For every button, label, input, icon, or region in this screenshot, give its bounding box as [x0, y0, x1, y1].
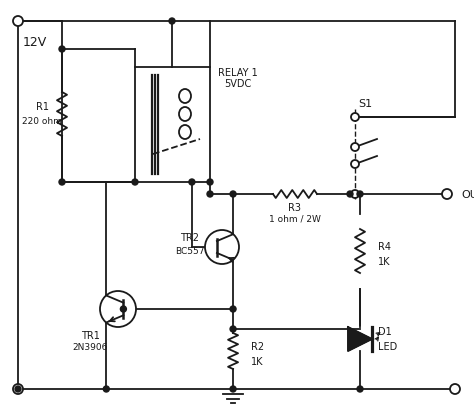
Circle shape: [207, 192, 213, 197]
Circle shape: [230, 192, 236, 197]
Circle shape: [351, 114, 359, 122]
Circle shape: [351, 144, 359, 152]
Circle shape: [230, 386, 236, 392]
Text: R1: R1: [36, 102, 48, 112]
Text: +: +: [13, 17, 23, 27]
Text: RELAY 1: RELAY 1: [218, 68, 258, 78]
Text: 1 ohm / 2W: 1 ohm / 2W: [269, 214, 321, 223]
Text: D1: D1: [378, 326, 392, 336]
Text: LED: LED: [378, 341, 397, 351]
Text: BC557: BC557: [175, 247, 205, 256]
Circle shape: [13, 17, 23, 27]
Circle shape: [103, 386, 109, 392]
Circle shape: [347, 192, 353, 197]
Circle shape: [59, 180, 65, 185]
Circle shape: [442, 190, 452, 199]
Circle shape: [230, 306, 236, 312]
Circle shape: [132, 180, 138, 185]
Text: TR2: TR2: [181, 233, 200, 242]
Bar: [135, 68, 210, 183]
Text: OUT: OUT: [461, 190, 474, 199]
Circle shape: [450, 384, 460, 394]
Text: R2: R2: [251, 341, 264, 351]
Text: R4: R4: [378, 242, 391, 252]
Circle shape: [189, 180, 195, 185]
Circle shape: [100, 291, 136, 327]
Circle shape: [357, 192, 363, 197]
Circle shape: [120, 306, 127, 312]
Text: 1K: 1K: [251, 356, 264, 366]
Circle shape: [230, 326, 236, 332]
Circle shape: [357, 386, 363, 392]
Circle shape: [351, 161, 359, 169]
Circle shape: [13, 384, 23, 394]
Text: TR1: TR1: [81, 330, 100, 340]
Text: 220 ohm: 220 ohm: [22, 117, 62, 126]
Circle shape: [205, 230, 239, 264]
Text: 12V: 12V: [23, 36, 47, 49]
Polygon shape: [348, 327, 372, 351]
Circle shape: [59, 47, 65, 53]
Circle shape: [207, 180, 213, 185]
Circle shape: [15, 386, 21, 392]
Text: 1K: 1K: [378, 256, 391, 266]
Circle shape: [169, 19, 175, 25]
Text: 2N3906: 2N3906: [73, 343, 108, 351]
Circle shape: [351, 190, 359, 199]
Text: S1: S1: [358, 99, 372, 109]
Text: R3: R3: [289, 202, 301, 212]
Text: 5VDC: 5VDC: [224, 79, 252, 89]
